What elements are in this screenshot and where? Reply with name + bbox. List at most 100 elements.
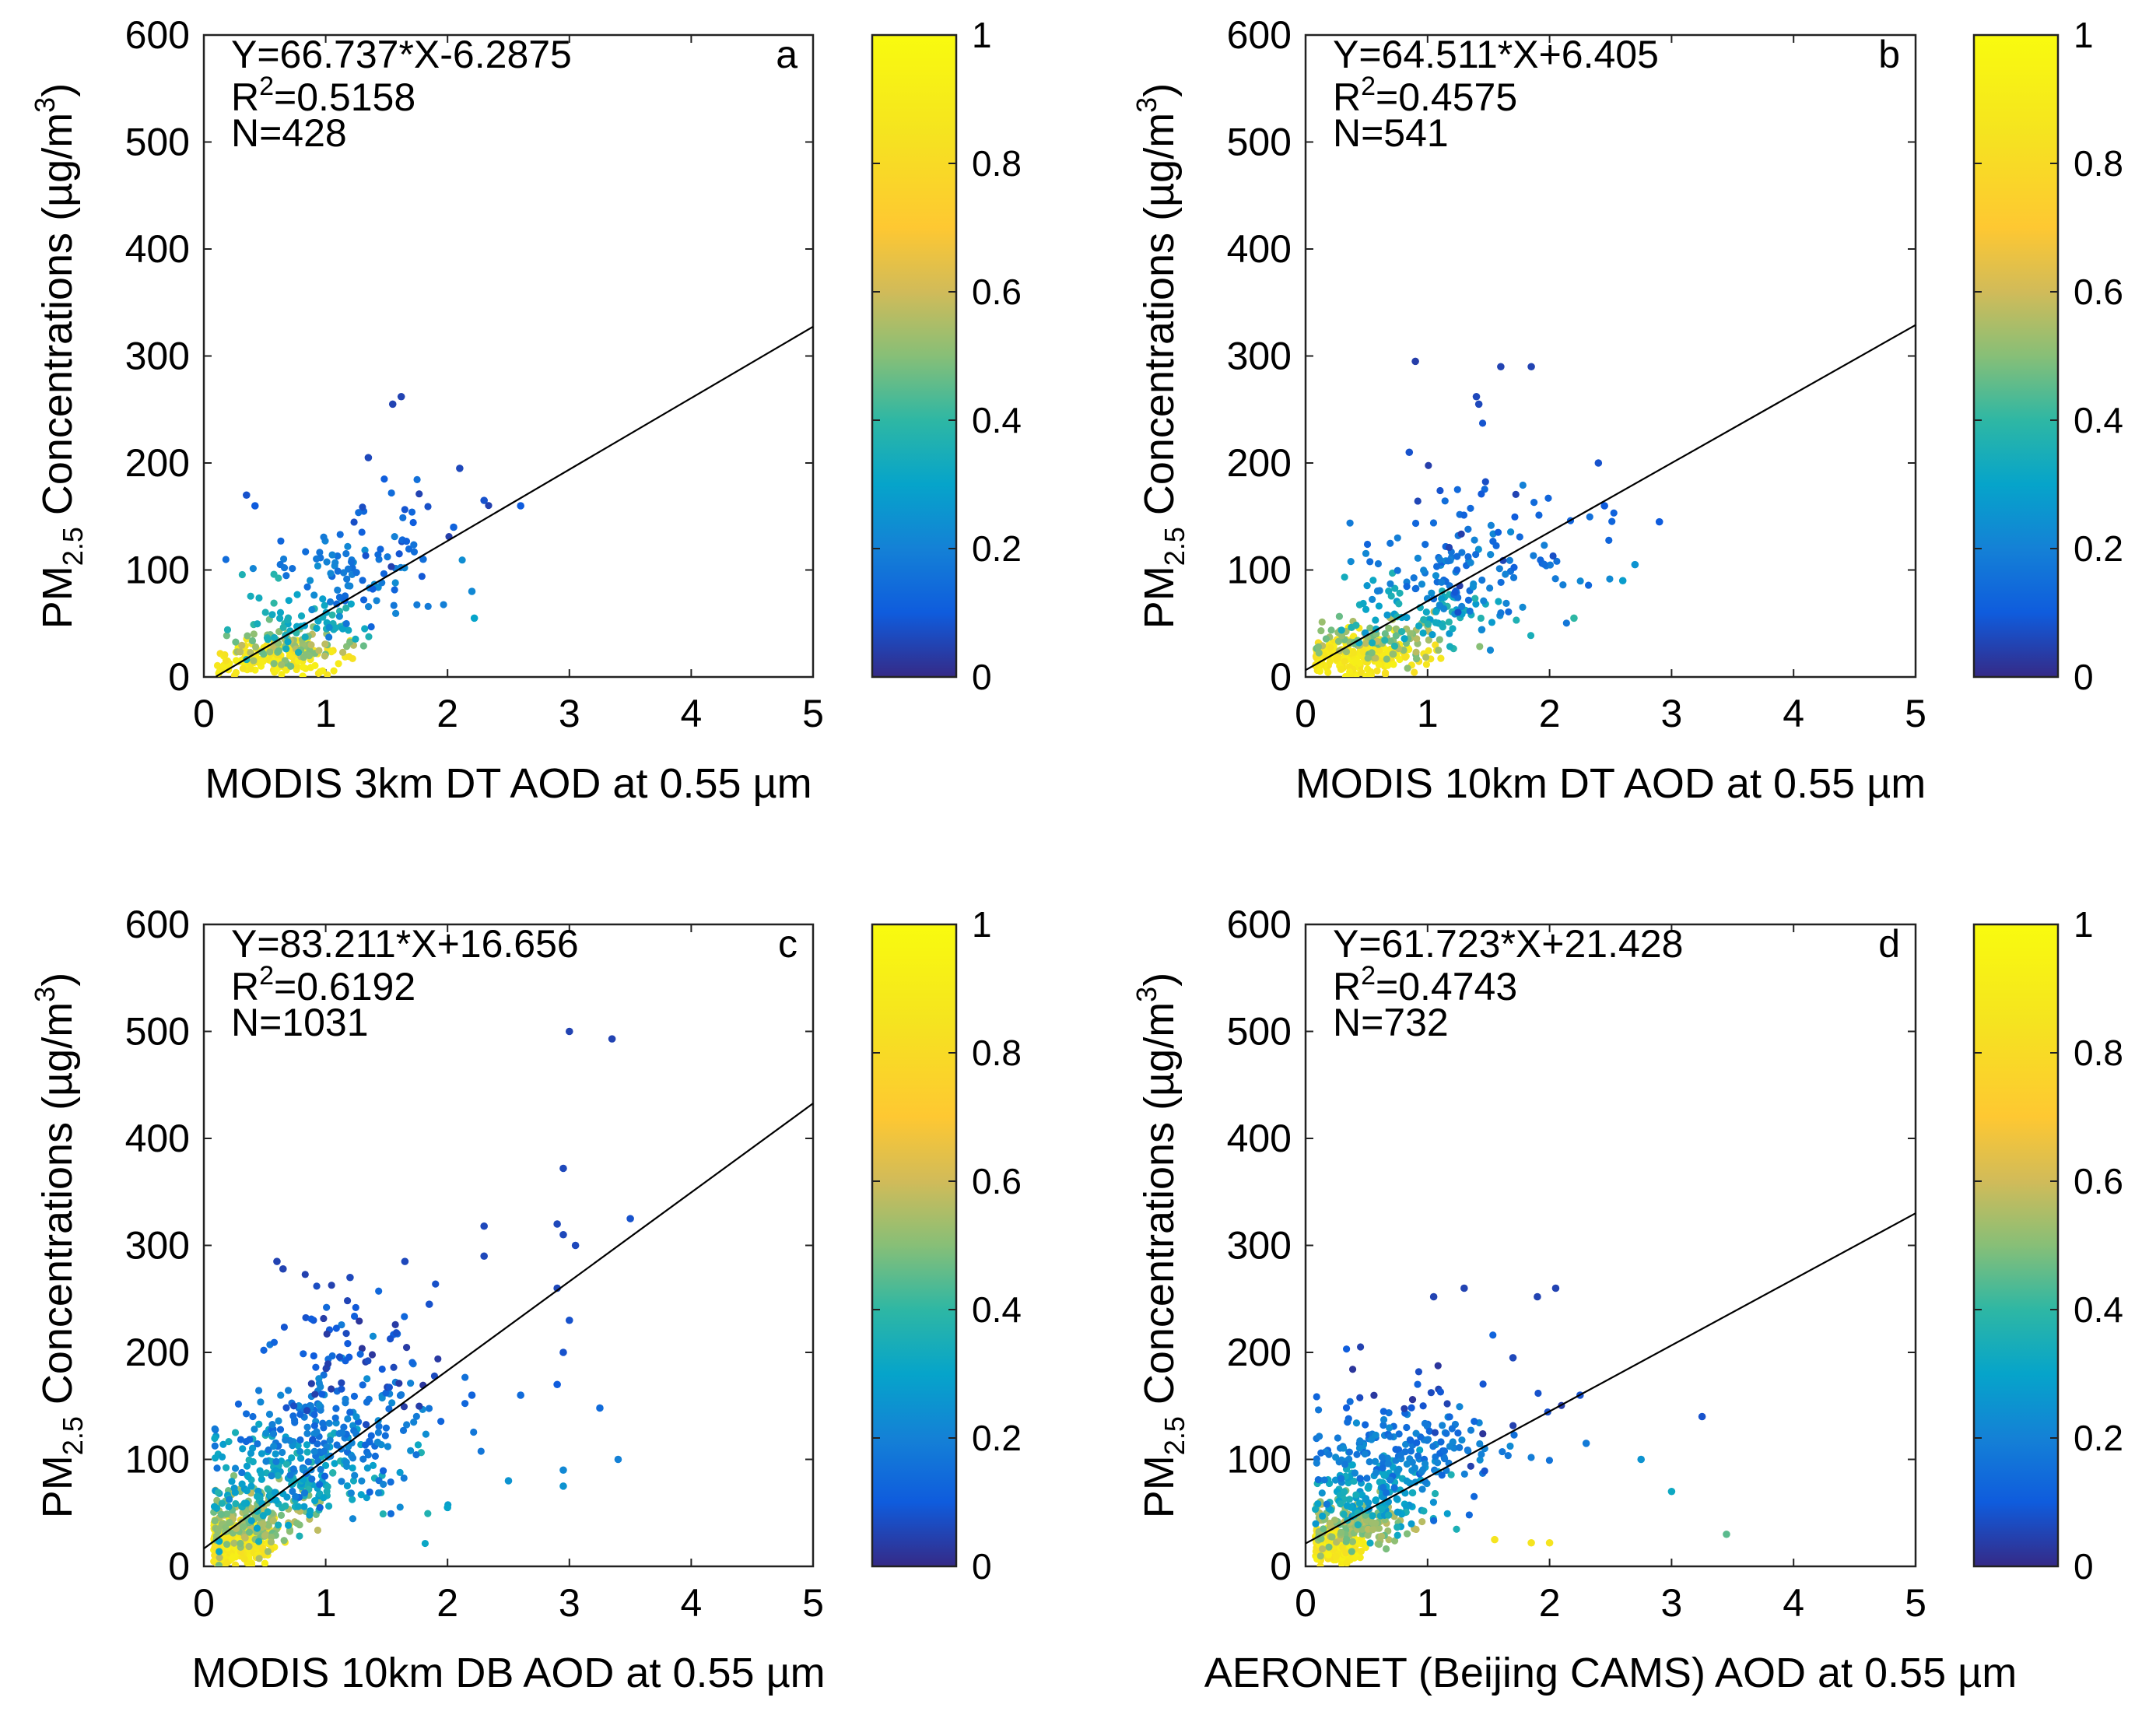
data-point — [1502, 570, 1509, 578]
data-point — [276, 608, 285, 616]
data-point — [1314, 1499, 1322, 1508]
data-point — [217, 1510, 225, 1518]
data-point — [356, 1317, 363, 1325]
data-point — [1378, 1454, 1386, 1461]
data-point — [1324, 668, 1332, 676]
data-point — [1320, 1525, 1327, 1533]
data-point — [1346, 668, 1354, 676]
y-tick-label: 100 — [1227, 549, 1292, 592]
data-point — [1387, 1476, 1394, 1484]
data-point — [1337, 1475, 1345, 1482]
data-point — [1535, 511, 1543, 519]
x-tick-label: 0 — [193, 692, 215, 735]
data-point — [369, 585, 377, 593]
data-point — [1350, 649, 1358, 657]
data-point — [1389, 650, 1397, 658]
data-point — [387, 1478, 394, 1486]
data-point — [387, 489, 395, 497]
data-point — [1403, 1460, 1411, 1468]
data-point — [1655, 517, 1663, 526]
data-point — [315, 1379, 323, 1387]
data-point — [369, 1332, 377, 1340]
data-point — [1413, 1439, 1421, 1447]
data-point — [269, 1517, 277, 1525]
data-point — [1456, 1403, 1464, 1411]
data-point — [398, 1391, 405, 1399]
data-point — [1467, 1462, 1474, 1470]
data-point — [1370, 1391, 1378, 1399]
data-point — [1366, 1539, 1374, 1547]
data-point — [223, 632, 230, 640]
data-point — [387, 1510, 395, 1517]
data-point — [307, 1507, 314, 1515]
data-point — [1546, 561, 1555, 569]
data-point — [228, 1478, 236, 1485]
data-point — [238, 570, 246, 579]
colorbar-tick-label: 1 — [2074, 904, 2094, 945]
data-point — [270, 1338, 279, 1346]
data-point — [1403, 1477, 1411, 1485]
data-point — [268, 1472, 275, 1480]
y-tick-label: 300 — [125, 1224, 190, 1268]
data-point — [282, 1502, 289, 1510]
data-point — [1386, 1424, 1394, 1432]
data-point — [1440, 1447, 1449, 1455]
colorbar-tick-label: 0.8 — [972, 1033, 1022, 1073]
data-point — [1416, 1446, 1424, 1454]
data-point — [1424, 1436, 1432, 1443]
data-point — [352, 635, 359, 643]
data-point — [1440, 605, 1448, 612]
data-point — [300, 1503, 308, 1510]
data-point — [1454, 608, 1462, 616]
data-point — [211, 1517, 219, 1525]
data-point — [240, 1555, 248, 1563]
data-point — [410, 1419, 418, 1426]
data-point — [1471, 1418, 1478, 1426]
data-point — [1422, 653, 1430, 661]
data-point — [323, 558, 331, 566]
data-point — [1421, 1419, 1429, 1427]
data-point — [1495, 598, 1502, 605]
data-point — [253, 1524, 261, 1532]
y-tick-label: 500 — [125, 121, 190, 164]
data-point — [1469, 583, 1478, 591]
data-point — [517, 502, 524, 510]
y-tick-label: 0 — [1270, 655, 1292, 699]
data-point — [314, 562, 322, 570]
regression-equation: Y=61.723*X+21.428 — [1333, 922, 1683, 966]
data-point — [342, 1330, 350, 1338]
data-point — [280, 563, 289, 572]
data-point — [371, 1452, 379, 1460]
data-point — [303, 1407, 311, 1415]
data-point — [399, 514, 407, 522]
data-point — [381, 1432, 389, 1440]
data-point — [328, 551, 336, 559]
data-point — [352, 1413, 360, 1421]
data-point — [320, 1371, 328, 1379]
data-point — [321, 640, 329, 648]
data-point — [238, 641, 246, 649]
data-point — [310, 1352, 317, 1360]
data-point — [295, 1402, 303, 1410]
data-point — [1414, 497, 1422, 505]
data-point — [1354, 1521, 1362, 1529]
data-point — [1530, 552, 1537, 559]
data-point — [1489, 538, 1497, 545]
data-point — [1350, 1477, 1358, 1485]
data-point — [412, 1412, 420, 1420]
x-tick-label: 2 — [1539, 1581, 1561, 1625]
data-point — [1585, 581, 1593, 589]
data-point — [1380, 1471, 1388, 1479]
data-point — [1391, 584, 1399, 592]
data-point — [1481, 1467, 1488, 1475]
data-point — [1313, 1393, 1320, 1401]
data-point — [1359, 648, 1367, 656]
data-point — [1379, 1408, 1387, 1415]
data-point — [257, 1398, 265, 1406]
data-point — [317, 1465, 324, 1474]
y-tick-label: 100 — [125, 549, 190, 592]
data-point — [1337, 626, 1345, 634]
data-point — [324, 1502, 333, 1510]
data-point — [308, 605, 316, 614]
data-point — [293, 591, 301, 598]
